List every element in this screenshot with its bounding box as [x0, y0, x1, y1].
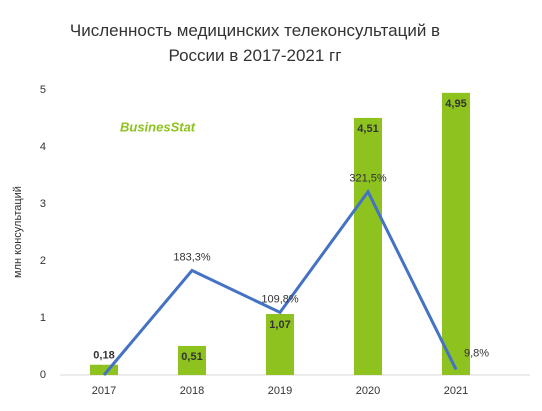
x-tick-label: 2019	[268, 385, 292, 397]
chart-title: Численность медицинских телеконсультаций…	[69, 21, 441, 65]
y-tick-label: 3	[40, 198, 46, 210]
line-label: 183,3%	[173, 251, 211, 263]
x-tick-label: 2017	[92, 385, 116, 397]
bar	[442, 92, 470, 375]
line-label: 321,5%	[349, 173, 387, 185]
x-tick-label: 2018	[180, 385, 204, 397]
y-tick-label: 1	[40, 312, 46, 324]
logo: BusinesStat	[120, 119, 196, 134]
bar-label: 0,51	[181, 351, 202, 363]
y-tick-label: 4	[40, 141, 46, 153]
x-tick-label: 2020	[356, 385, 380, 397]
y-tick-label: 2	[40, 255, 46, 267]
bar-label: 1,07	[269, 319, 290, 331]
line-label: 9,8%	[464, 347, 489, 359]
bar-label: 0,18	[93, 350, 114, 362]
bar	[354, 117, 382, 376]
bar	[90, 364, 118, 375]
y-axis-label: млн консультаций	[12, 186, 24, 278]
line-label: 109,8%	[261, 293, 299, 305]
line	[102, 188, 458, 376]
y-tick-label: 0	[40, 369, 46, 381]
bar	[266, 314, 294, 375]
x-tick-label: 2021	[444, 385, 468, 397]
bar-label: 4,95	[445, 98, 466, 110]
y-tick-label: 5	[40, 84, 46, 96]
bar	[178, 345, 206, 375]
bar-label: 4,51	[357, 123, 378, 135]
